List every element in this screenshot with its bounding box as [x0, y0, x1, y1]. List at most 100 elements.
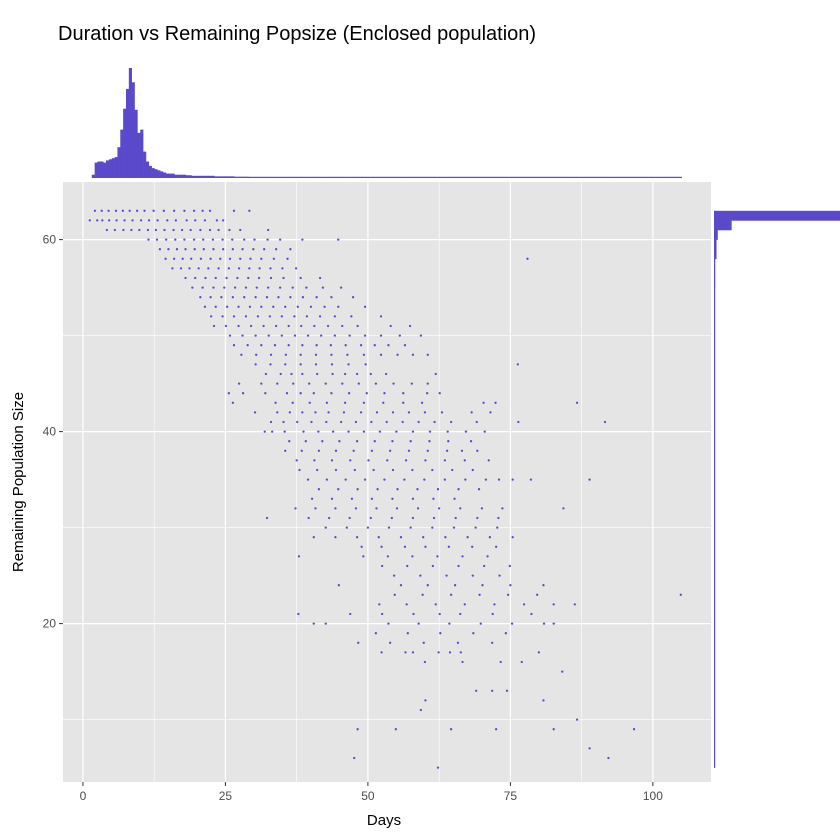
- data-point: [379, 334, 383, 337]
- data-point: [317, 430, 320, 433]
- top-histogram-bar: [544, 176, 549, 178]
- data-point: [588, 747, 591, 750]
- top-histogram-bar: [433, 176, 437, 178]
- top-histogram-bar: [171, 173, 175, 178]
- data-point: [231, 401, 234, 404]
- data-point: [379, 315, 383, 318]
- right-histogram-bar: [714, 604, 716, 615]
- data-point: [260, 257, 263, 260]
- data-point: [392, 574, 396, 577]
- top-histogram-bar: [239, 176, 244, 178]
- data-point: [239, 228, 242, 232]
- right-histogram-bar: [714, 268, 716, 279]
- data-point: [363, 478, 367, 481]
- data-point: [496, 526, 499, 529]
- data-point: [241, 392, 245, 395]
- data-point: [219, 257, 222, 260]
- data-point: [194, 276, 197, 280]
- data-point: [374, 632, 378, 635]
- data-point: [469, 440, 473, 443]
- top-histogram-bar: [487, 176, 492, 178]
- data-point: [331, 430, 335, 433]
- data-point: [231, 238, 234, 241]
- data-point: [163, 228, 166, 232]
- data-point: [275, 248, 278, 251]
- top-histogram-bar: [579, 176, 583, 178]
- data-point: [212, 286, 215, 289]
- data-point: [278, 238, 282, 241]
- data-point: [411, 516, 415, 520]
- data-point: [506, 593, 510, 596]
- top-histogram-bar: [279, 176, 284, 178]
- data-point: [152, 209, 155, 212]
- data-point: [438, 612, 441, 616]
- data-point: [476, 516, 479, 520]
- top-histogram-bar: [348, 176, 352, 178]
- data-point: [342, 411, 346, 414]
- top-histogram-bar: [131, 82, 135, 178]
- top-histogram-bar: [564, 176, 568, 178]
- data-point: [121, 209, 124, 212]
- top-histogram-bar: [214, 176, 218, 178]
- data-point: [370, 420, 373, 424]
- top-histogram-bar: [533, 176, 537, 178]
- data-point: [364, 363, 367, 366]
- top-histogram-bar: [311, 176, 315, 178]
- data-point: [419, 574, 422, 577]
- data-point: [391, 440, 394, 443]
- data-point: [310, 420, 313, 424]
- data-point: [299, 392, 302, 395]
- top-histogram-bar: [103, 162, 107, 178]
- top-histogram-bar: [211, 175, 215, 178]
- data-point: [308, 401, 311, 404]
- data-point: [486, 555, 489, 558]
- data-point: [254, 296, 257, 299]
- top-histogram-bar: [259, 176, 264, 178]
- data-point: [326, 324, 330, 328]
- top-histogram-bar: [675, 176, 680, 178]
- top-histogram-bar: [168, 173, 172, 178]
- data-point: [260, 382, 263, 385]
- data-point: [334, 536, 337, 539]
- top-histogram-bar: [163, 172, 167, 178]
- data-point: [419, 708, 423, 712]
- data-point: [221, 238, 224, 241]
- data-point: [449, 420, 453, 424]
- data-point: [404, 651, 407, 654]
- data-point: [264, 372, 268, 376]
- top-histogram-bar: [160, 171, 164, 178]
- data-point: [281, 267, 284, 270]
- data-point: [431, 564, 435, 568]
- data-point: [171, 267, 174, 270]
- data-point: [327, 411, 330, 414]
- data-point: [494, 728, 498, 731]
- top-histogram-bar: [618, 176, 623, 178]
- right-histogram-bar: [714, 450, 716, 461]
- data-point: [391, 468, 395, 472]
- data-point: [449, 593, 453, 596]
- data-point: [224, 324, 228, 328]
- data-point: [164, 257, 167, 260]
- data-point: [183, 238, 186, 241]
- data-point: [154, 228, 158, 232]
- data-point: [410, 382, 413, 385]
- data-point: [284, 449, 287, 452]
- data-point: [158, 248, 162, 251]
- data-point: [301, 296, 305, 299]
- data-point: [362, 555, 365, 558]
- top-histogram-bar: [524, 176, 529, 178]
- top-histogram-bar: [604, 176, 608, 178]
- data-point: [412, 612, 415, 616]
- data-point: [296, 420, 299, 424]
- top-histogram-bar: [291, 176, 295, 178]
- data-point: [423, 478, 426, 481]
- right-histogram-bar: [714, 690, 716, 701]
- data-point: [241, 248, 244, 251]
- right-histogram-bar: [714, 210, 840, 221]
- data-point: [306, 334, 310, 337]
- data-point: [428, 430, 432, 433]
- data-point: [269, 353, 273, 356]
- data-point: [284, 353, 287, 356]
- data-point: [244, 315, 248, 318]
- data-point: [386, 555, 390, 558]
